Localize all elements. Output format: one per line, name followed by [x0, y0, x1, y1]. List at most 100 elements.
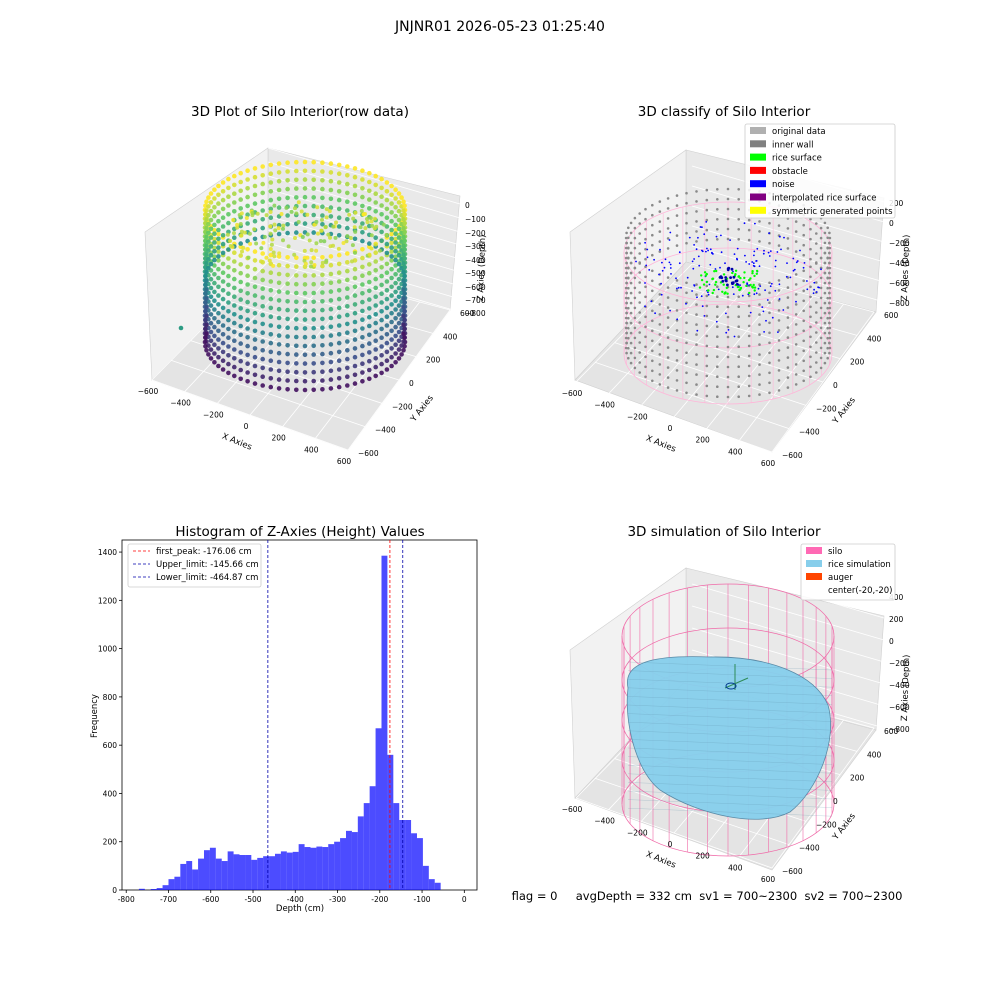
surface-point — [259, 259, 263, 264]
wall-point — [373, 268, 379, 273]
wall-point — [294, 177, 299, 183]
wall-point — [320, 178, 325, 183]
inner-wall-point — [625, 271, 628, 275]
p2-x-axis-label: X Axies — [644, 434, 677, 455]
inner-wall-point — [651, 213, 654, 217]
inner-wall-point — [633, 306, 637, 310]
inner-wall-point — [758, 333, 761, 336]
legend-label: inner wall — [772, 140, 813, 150]
wall-point — [328, 324, 334, 330]
wall-point — [367, 179, 372, 185]
inner-wall-point — [826, 286, 829, 290]
wall-point — [268, 252, 274, 258]
wall-point — [204, 208, 209, 213]
surface-point — [261, 240, 266, 245]
x-tick-label: −200 — [627, 412, 648, 421]
wall-point — [276, 187, 282, 193]
wall-point — [208, 285, 214, 291]
wall-point — [379, 194, 384, 199]
wall-point — [373, 338, 379, 344]
legend-label: auger — [828, 573, 853, 583]
inner-wall-point — [828, 241, 831, 245]
z-tick-label: −200 — [465, 229, 486, 238]
inner-wall-point — [815, 271, 818, 274]
wall-point — [320, 360, 325, 366]
wall-point — [203, 317, 208, 323]
wall-point — [373, 294, 379, 300]
inner-wall-point — [675, 299, 679, 302]
surface-point — [347, 212, 352, 217]
floor-grid-line — [595, 361, 790, 430]
wall-point — [396, 226, 402, 232]
histogram-bar — [257, 857, 264, 890]
wall-point — [252, 249, 258, 254]
wall-point — [285, 378, 290, 383]
inner-wall-point — [819, 246, 823, 250]
x-tick-label: 0 — [668, 840, 673, 849]
noise-point — [780, 248, 782, 251]
wall-point — [216, 231, 221, 237]
wall-point — [226, 282, 231, 288]
wall-point — [294, 255, 299, 261]
p1-x-axis-label: X Axies — [220, 432, 253, 453]
inner-wall-point — [651, 339, 654, 343]
inner-wall-point — [625, 261, 628, 265]
wall-point — [345, 217, 350, 222]
noise-point — [644, 282, 646, 284]
y-tick-label: 0 — [409, 379, 414, 388]
rice-surface-point — [742, 281, 745, 284]
wall-point — [216, 293, 221, 298]
surface-point — [372, 226, 377, 231]
wall-point — [294, 230, 299, 235]
rice-surface-point — [751, 272, 754, 275]
wall-point — [212, 333, 217, 339]
inner-wall-point — [695, 333, 698, 336]
wall-point — [399, 343, 404, 348]
inner-wall-point — [794, 220, 798, 223]
wall-point — [204, 305, 209, 310]
histogram-bar — [227, 851, 234, 890]
inner-wall-point — [685, 201, 688, 205]
hist-x-axis-label: Depth (cm) — [276, 904, 324, 914]
wall-point — [238, 188, 243, 194]
wall-point — [216, 218, 221, 224]
wall-point — [336, 224, 342, 229]
wall-point — [345, 348, 350, 353]
wall-point — [311, 177, 317, 183]
wall-point — [208, 191, 214, 196]
inner-wall-point — [815, 351, 818, 354]
wall-point — [360, 230, 365, 235]
surface-point — [268, 247, 273, 251]
surface-point — [331, 224, 336, 229]
inner-wall-point — [737, 228, 740, 231]
wall-point — [402, 229, 407, 235]
wall-point — [216, 258, 221, 263]
inner-wall-point — [826, 226, 829, 230]
inner-wall-point — [716, 395, 719, 399]
inner-wall-point — [726, 315, 730, 319]
noise-point — [759, 285, 762, 287]
wall-point — [294, 317, 299, 322]
legend-label: original data — [772, 127, 826, 137]
inner-wall-point — [638, 301, 641, 304]
wall-point — [379, 256, 384, 261]
wall-point — [384, 305, 390, 311]
inner-wall-point — [758, 373, 761, 376]
wall-point — [302, 186, 308, 191]
wall-point — [260, 312, 266, 318]
inner-wall-point — [705, 324, 709, 328]
surface-point — [331, 243, 335, 248]
wall-point — [226, 309, 231, 314]
wall-point — [336, 171, 342, 176]
histogram-bar — [310, 847, 317, 890]
histogram-bar — [251, 859, 258, 890]
wall-point — [320, 307, 325, 313]
wall-point — [393, 222, 398, 228]
noise-point — [753, 293, 756, 296]
wall-point — [238, 332, 243, 338]
wall-point — [328, 359, 334, 365]
noise-point — [678, 262, 681, 265]
inner-wall-point — [809, 285, 812, 289]
wall-point — [285, 325, 290, 331]
inner-wall-point — [777, 329, 781, 332]
